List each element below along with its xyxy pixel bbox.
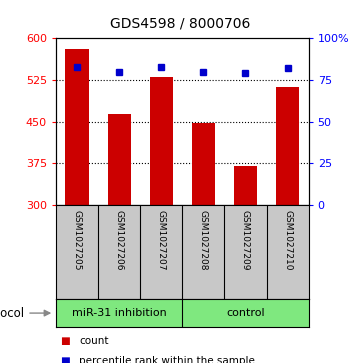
Text: GSM1027208: GSM1027208 bbox=[199, 210, 208, 270]
Text: GSM1027205: GSM1027205 bbox=[73, 210, 82, 270]
Text: count: count bbox=[79, 336, 109, 346]
Bar bbox=[276, 86, 299, 205]
Text: GSM1027207: GSM1027207 bbox=[157, 210, 166, 270]
Bar bbox=[192, 123, 215, 205]
Bar bbox=[150, 77, 173, 205]
Text: protocol: protocol bbox=[0, 307, 25, 319]
Bar bbox=[108, 114, 131, 205]
Text: GSM1027206: GSM1027206 bbox=[115, 210, 123, 270]
Text: ■: ■ bbox=[60, 356, 69, 363]
Bar bbox=[65, 49, 88, 205]
Text: GSM1027209: GSM1027209 bbox=[241, 210, 250, 270]
Text: ■: ■ bbox=[60, 336, 69, 346]
Text: GSM1027210: GSM1027210 bbox=[283, 210, 292, 270]
Text: GDS4598 / 8000706: GDS4598 / 8000706 bbox=[110, 17, 251, 30]
Bar bbox=[234, 166, 257, 205]
Text: control: control bbox=[226, 308, 265, 318]
Text: percentile rank within the sample: percentile rank within the sample bbox=[79, 356, 255, 363]
Text: miR-31 inhibition: miR-31 inhibition bbox=[72, 308, 166, 318]
